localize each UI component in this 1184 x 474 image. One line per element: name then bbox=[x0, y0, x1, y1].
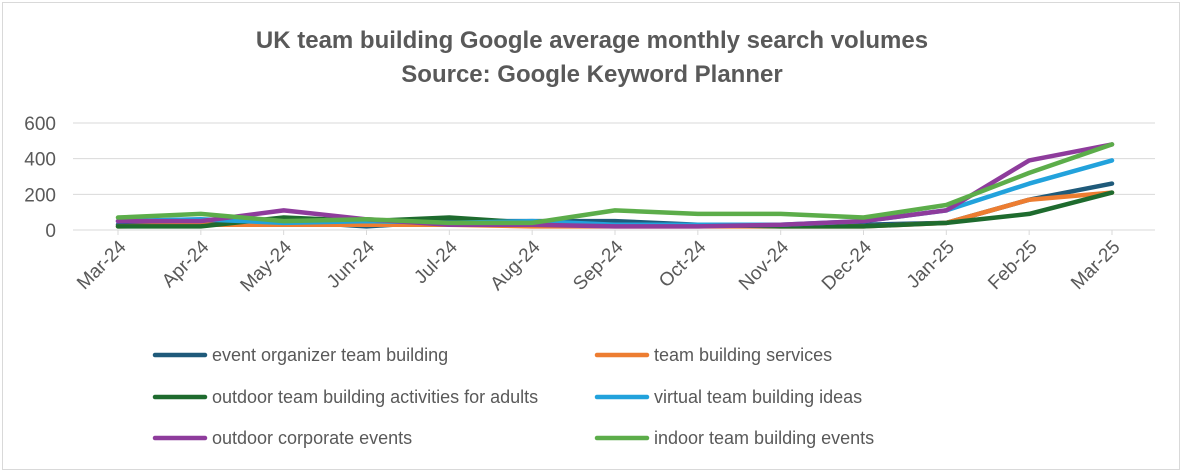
x-tick-label: Dec-24 bbox=[818, 236, 876, 294]
y-tick-label: 600 bbox=[24, 114, 56, 135]
x-tick-label: Mar-25 bbox=[1067, 237, 1124, 294]
legend-label: event organizer team building bbox=[212, 345, 448, 365]
series-line bbox=[115, 158, 1115, 227]
x-axis-ticks: Mar-24 Apr-24 May-24 Jun-24 Jul-24 Aug-24 Sep-… bbox=[73, 230, 1125, 296]
x-tick-label: Jan-25 bbox=[903, 237, 959, 293]
legend-label: outdoor team building activities for adu… bbox=[212, 387, 538, 407]
y-tick-label: 0 bbox=[45, 221, 56, 242]
series-lines bbox=[115, 142, 1115, 229]
gridlines bbox=[73, 122, 1155, 231]
legend-label: virtual team building ideas bbox=[654, 387, 862, 407]
x-tick-label: Sep-24 bbox=[569, 236, 627, 294]
series-line bbox=[115, 142, 1115, 229]
x-tick-label: Aug-24 bbox=[487, 236, 545, 294]
x-tick-label: Apr-24 bbox=[158, 236, 213, 291]
x-tick-label: Feb-25 bbox=[984, 237, 1041, 294]
x-tick-label: Mar-24 bbox=[73, 236, 131, 294]
x-tick-label: May-24 bbox=[237, 236, 297, 296]
legend: event organizer team building team buildi… bbox=[152, 345, 874, 448]
y-tick-label: 400 bbox=[24, 150, 56, 171]
x-tick-label: Oct-24 bbox=[655, 236, 710, 291]
x-tick-label: Jul-24 bbox=[410, 236, 462, 288]
legend-label: outdoor corporate events bbox=[212, 428, 412, 448]
series-line bbox=[115, 142, 1115, 226]
y-tick-label: 200 bbox=[24, 185, 56, 206]
x-tick-label: Nov-24 bbox=[735, 236, 793, 294]
legend-label: team building services bbox=[654, 345, 832, 365]
x-tick-label: Jun-24 bbox=[323, 236, 379, 292]
chart-subtitle: Source: Google Keyword Planner bbox=[401, 61, 783, 88]
y-axis-ticks: 0 200 400 600 bbox=[24, 114, 56, 242]
chart-title: UK team building Google average monthly … bbox=[255, 27, 929, 54]
legend-label: indoor team building events bbox=[654, 428, 874, 448]
